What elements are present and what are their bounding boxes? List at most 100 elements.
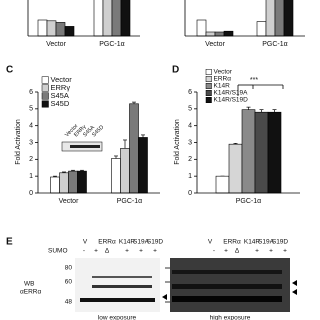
legend-label: Vector (51, 75, 73, 84)
lane-label: K14R (119, 239, 136, 246)
bar (120, 0, 131, 37)
legend-swatch (41, 84, 49, 92)
sumo-sign: + (153, 248, 157, 255)
legend-label: K14R/S19A (214, 90, 249, 97)
bar (59, 172, 69, 194)
y-tick-label: 3 (188, 139, 192, 146)
sumo-sign: - (83, 248, 85, 255)
bar (111, 0, 122, 37)
sumo-sign: + (125, 248, 129, 255)
bar (102, 0, 113, 37)
legend-swatch (205, 83, 212, 89)
y-tick-label: 3 (29, 139, 33, 146)
bar (267, 111, 282, 194)
sumo-sign: + (255, 248, 259, 255)
blot-band (92, 285, 152, 288)
bar (214, 31, 225, 37)
x-tick-label: PGC-1α (236, 198, 261, 205)
legend-label: ERRα (214, 76, 232, 83)
legend-label: ERRγ (51, 83, 71, 92)
legend-label: S45A (51, 91, 69, 100)
x-tick-label: Vector (205, 41, 226, 48)
y-tick-label: 4 (188, 123, 192, 130)
bar (215, 175, 230, 194)
blot-band (92, 276, 152, 278)
bar (77, 170, 87, 194)
lane-label: S19D (147, 239, 164, 246)
x-tick-label: PGC-1α (262, 41, 287, 48)
x-tick-label: PGC-1α (117, 198, 142, 205)
sumo-sign: + (94, 248, 98, 255)
legend-swatch (41, 100, 49, 108)
lane-label: ERRα (223, 239, 241, 246)
bar (93, 0, 104, 37)
bar (223, 30, 234, 37)
legend-label: K14R/S19D (214, 97, 249, 104)
caption: low exposure (98, 315, 137, 320)
sumo-sign: + (269, 248, 273, 255)
inset-band (70, 145, 100, 148)
x-tick-label: Vector (46, 41, 67, 48)
bar (228, 143, 243, 194)
y-tick-label: 2 (29, 156, 33, 163)
y-tick-label: 5 (188, 106, 192, 113)
lane-label: K14R (244, 239, 261, 246)
lane-label: S19D (272, 239, 289, 246)
bar (265, 0, 276, 37)
blot-band (80, 298, 155, 302)
sumo-sign: Δ (105, 248, 110, 255)
bar (111, 158, 121, 194)
y-axis-label: Fold Activation (15, 119, 22, 165)
legend-label: K14R (214, 83, 231, 90)
sumo-sign: + (283, 248, 287, 255)
panel-letter: C (6, 65, 13, 76)
sumo-sign: Δ (235, 248, 240, 255)
x-tick-label: Vector (59, 198, 80, 205)
y-tick-label: 1 (29, 173, 33, 180)
mw-marker: 48 (65, 299, 73, 306)
bar (138, 137, 148, 194)
lane-label: S19A (258, 239, 275, 246)
y-tick-label: 6 (29, 89, 33, 96)
mw-marker: 60 (65, 279, 73, 286)
bar (55, 22, 66, 37)
panel-letter: E (6, 237, 13, 248)
mw-marker: 80 (65, 265, 73, 272)
legend-swatch (41, 76, 49, 84)
y-tick-label: 1 (188, 173, 192, 180)
panel-letter: D (172, 65, 179, 76)
lane-label: S19A (133, 239, 150, 246)
bar (241, 109, 256, 194)
bar (254, 111, 269, 194)
blot-band (172, 284, 282, 289)
y-tick-label: 2 (188, 156, 192, 163)
y-tick-label: 4 (29, 123, 33, 130)
legend-label: S45D (51, 99, 70, 108)
lane-label: ERRα (98, 239, 116, 246)
bar (64, 26, 75, 37)
lane-label: V (83, 239, 88, 246)
bar (283, 0, 294, 37)
sumo-sign: + (139, 248, 143, 255)
antibody-label: αERRα (20, 289, 41, 296)
sumo-sign: + (224, 248, 228, 255)
bar (50, 176, 60, 194)
wb-label: WB (24, 281, 34, 288)
legend-label: Vector (214, 69, 233, 76)
bar (68, 170, 78, 194)
y-tick-label: 0 (188, 190, 192, 197)
blot-band (172, 270, 282, 274)
bar (120, 148, 130, 194)
bar (37, 19, 48, 37)
lane-label: V (208, 239, 213, 246)
y-tick-label: 5 (29, 106, 33, 113)
caption: high exposure (210, 315, 251, 320)
y-tick-label: 0 (29, 190, 33, 197)
bar (196, 19, 207, 37)
legend-swatch (205, 76, 212, 82)
legend-swatch (41, 92, 49, 100)
significance: *** (250, 77, 258, 84)
bar (46, 20, 57, 37)
